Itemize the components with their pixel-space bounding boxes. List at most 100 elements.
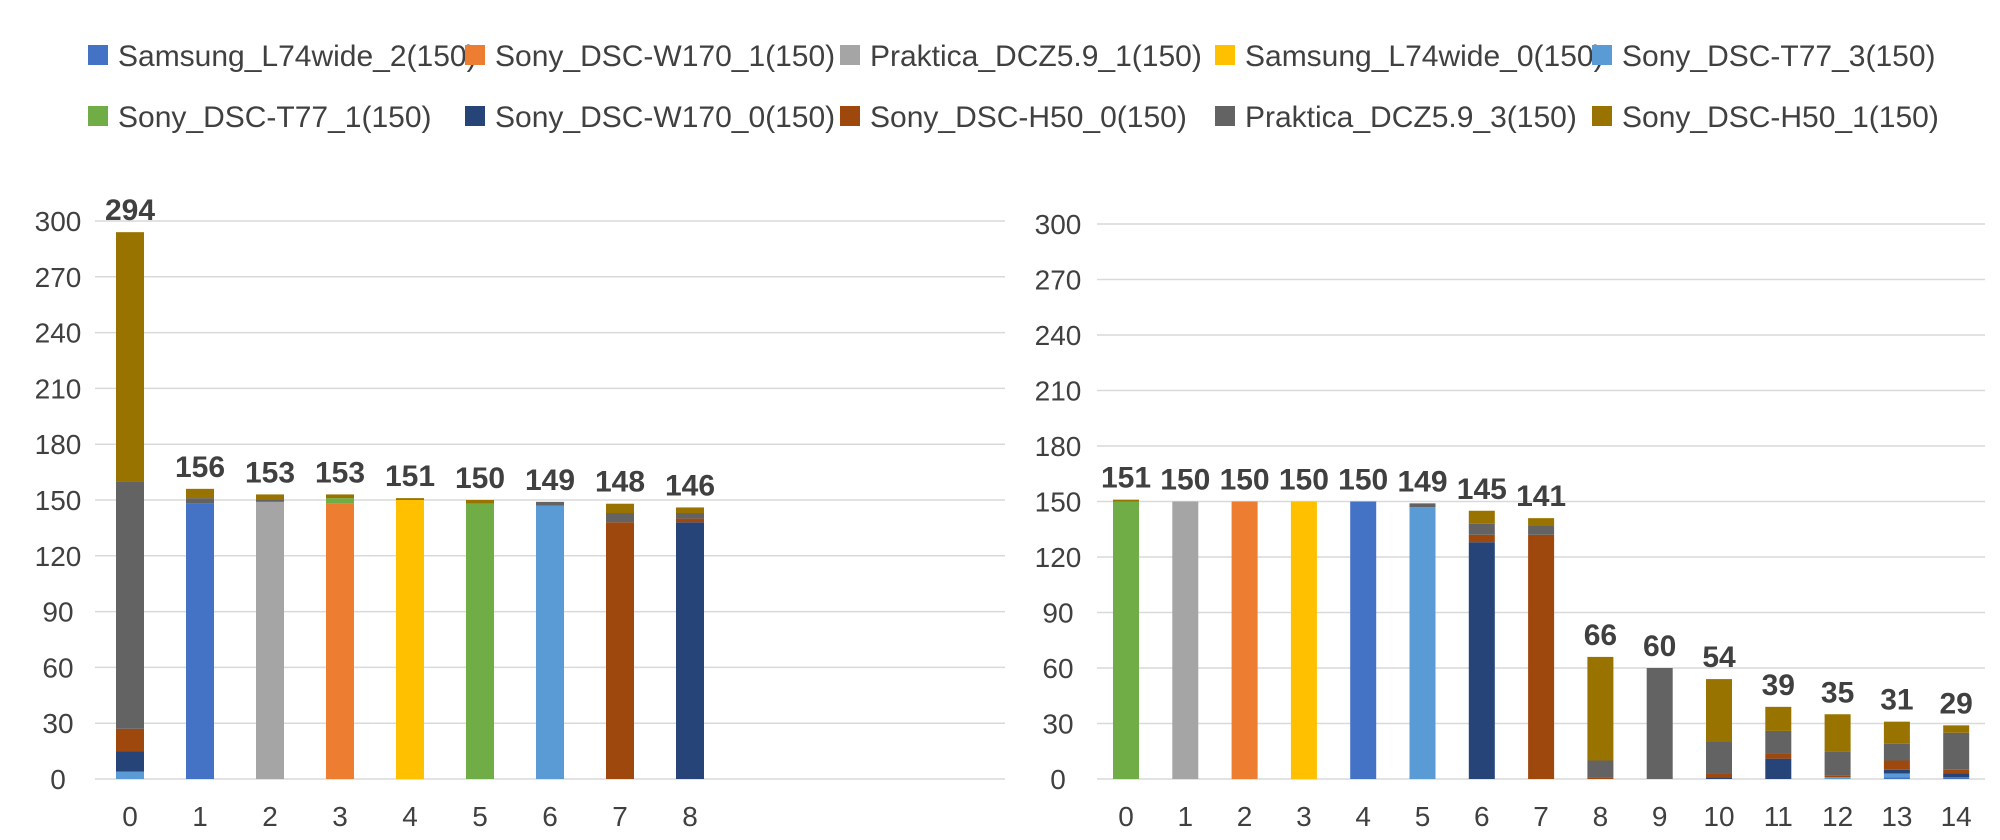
y-tick-label: 270: [1035, 265, 1082, 296]
legend-item-praktica-dcz5-9-3-150: Praktica_DCZ5.9_3(150): [1215, 101, 1577, 134]
bar-total-label-3: 153: [315, 456, 365, 489]
bar-segment-sony-dsc-h50-0-150-cat-7: [1528, 534, 1555, 779]
bar-segment-sony-dsc-t77-3-150-cat-6: [536, 505, 564, 779]
legend-label: Praktica_DCZ5.9_1(150): [870, 40, 1202, 73]
y-tick-label: 150: [1035, 487, 1082, 518]
bar-segment-sony-dsc-h50-1-150-cat-8: [1587, 656, 1614, 761]
legend-swatch: [1592, 106, 1612, 126]
x-tick-label: 4: [1355, 801, 1371, 832]
bar-segment-sony-dsc-w170-0-150-cat-10: [1706, 777, 1732, 779]
legend-swatch: [840, 106, 860, 126]
bar-segment-sony-dsc-h50-1-150-cat-5: [466, 500, 494, 504]
bar-segment-sony-dsc-w170-1-150-cat-3: [326, 503, 354, 779]
legend-label: Sony_DSC-T77_1(150): [118, 101, 432, 134]
y-tick-label: 150: [35, 485, 82, 516]
bar-segment-praktica-dcz5-9-3-150-cat-9: [1646, 668, 1673, 779]
x-tick-label: 11: [1764, 801, 1793, 832]
bar-segment-sony-dsc-h50-1-150-cat-7: [1528, 518, 1555, 526]
bar-segment-praktica-dcz5-9-3-150-cat-10: [1706, 742, 1732, 774]
legend-label: Sony_DSC-T77_3(150): [1622, 40, 1936, 73]
x-tick-label: 10: [1703, 801, 1734, 832]
legend-swatch: [465, 106, 485, 126]
bar-total-label-2: 153: [245, 456, 295, 489]
bar-segment-sony-dsc-h50-0-150-cat-8: [676, 518, 704, 523]
x-tick-label: 14: [1941, 801, 1972, 832]
legend-swatch: [1215, 45, 1235, 65]
legend-swatch: [88, 106, 108, 126]
bar-segment-sony-dsc-h50-1-150-cat-8: [676, 507, 704, 514]
bar-total-label-5: 149: [1397, 465, 1447, 498]
bar-segment-praktica-dcz5-9-3-150-cat-13: [1883, 743, 1910, 761]
bar-segment-praktica-dcz5-9-3-150-cat-6: [536, 501, 564, 506]
bar-total-label-10: 54: [1702, 641, 1736, 674]
legend-item-samsung-l74wide-0-150: Samsung_L74wide_0(150): [1215, 40, 1604, 73]
x-tick-label: 5: [472, 801, 488, 832]
right-chart: 0306090120150180210240270300151015011502…: [1035, 209, 1985, 832]
legend-item-praktica-dcz5-9-1-150: Praktica_DCZ5.9_1(150): [840, 40, 1202, 73]
y-tick-label: 30: [1042, 709, 1073, 740]
legend-item-sony-dsc-t77-1-150: Sony_DSC-T77_1(150): [88, 101, 432, 134]
x-tick-label: 9: [1652, 801, 1668, 832]
bar-segment-sony-dsc-h50-1-150-cat-1: [186, 488, 214, 499]
bar-total-label-12: 35: [1821, 676, 1854, 709]
bar-segment-praktica-dcz5-9-3-150-cat-1: [186, 498, 214, 504]
bar-total-label-6: 149: [525, 464, 575, 497]
bar-total-label-14: 29: [1940, 687, 1973, 720]
bar-total-label-6: 145: [1457, 473, 1507, 506]
bar-segment-praktica-dcz5-9-3-150-cat-7: [606, 513, 634, 523]
bar-segment-sony-dsc-t77-1-150-cat-5: [466, 503, 494, 779]
x-tick-label: 3: [1296, 801, 1312, 832]
legend-swatch: [1215, 106, 1235, 126]
legend-label: Samsung_L74wide_2(150): [118, 40, 477, 73]
legend-item-samsung-l74wide-2-150: Samsung_L74wide_2(150): [88, 40, 477, 73]
x-tick-label: 5: [1415, 801, 1431, 832]
bar-segment-sony-dsc-h50-0-150-cat-8: [1587, 777, 1614, 779]
y-tick-label: 30: [42, 708, 73, 739]
y-tick-label: 270: [35, 262, 82, 293]
bar-segment-sony-dsc-h50-1-150-cat-11: [1765, 706, 1792, 731]
x-tick-label: 13: [1881, 801, 1912, 832]
bar-segment-praktica-dcz5-9-3-150-cat-14: [1943, 732, 1970, 770]
y-tick-label: 0: [50, 764, 66, 795]
bar-segment-praktica-dcz5-9-3-150-cat-12: [1824, 751, 1851, 776]
bar-segment-praktica-dcz5-9-3-150-cat-8: [676, 513, 704, 519]
bar-segment-sony-dsc-h50-1-150-cat-12: [1824, 714, 1851, 752]
bar-total-label-8: 146: [665, 469, 715, 502]
bar-segment-samsung-l74wide-2-150-cat-13: [1883, 777, 1910, 779]
legend-item-sony-dsc-h50-1-150: Sony_DSC-H50_1(150): [1592, 101, 1939, 134]
x-tick-label: 8: [1593, 801, 1609, 832]
bar-segment-sony-dsc-w170-0-150-cat-11: [1765, 758, 1792, 779]
bar-segment-sony-dsc-w170-0-150-cat-8: [676, 522, 704, 779]
legend-swatch: [465, 45, 485, 65]
bar-segment-sony-dsc-t77-3-150-cat-5: [1409, 507, 1436, 779]
y-tick-label: 210: [35, 373, 82, 404]
x-tick-label: 1: [192, 801, 208, 832]
bar-segment-sony-dsc-h50-1-150-cat-6: [1468, 510, 1495, 524]
bar-segment-samsung-l74wide-2-150-cat-1: [186, 503, 214, 779]
legend-label: Sony_DSC-H50_0(150): [870, 101, 1187, 134]
legend-item-sony-dsc-h50-0-150: Sony_DSC-H50_0(150): [840, 101, 1187, 134]
bar-segment-sony-dsc-h50-0-150-cat-6: [1468, 534, 1495, 543]
y-tick-label: 0: [1050, 764, 1066, 795]
y-tick-label: 210: [1035, 376, 1082, 407]
x-tick-label: 6: [542, 801, 558, 832]
legend-label: Samsung_L74wide_0(150): [1245, 40, 1604, 73]
x-tick-label: 6: [1474, 801, 1490, 832]
bar-total-label-7: 148: [595, 466, 645, 499]
y-tick-label: 300: [35, 206, 82, 237]
x-tick-label: 7: [612, 801, 628, 832]
bar-total-label-8: 66: [1584, 619, 1617, 652]
bar-segment-sony-dsc-h50-0-150-cat-10: [1706, 773, 1732, 778]
legend-swatch: [840, 45, 860, 65]
bar-segment-samsung-l74wide-0-150-cat-3: [1290, 501, 1317, 779]
bar-segment-praktica-dcz5-9-3-150-cat-11: [1765, 730, 1792, 754]
bar-segment-sony-dsc-h50-1-150-cat-14: [1943, 725, 1970, 733]
bar-segment-sony-dsc-t77-1-150-cat-3: [326, 498, 354, 504]
bar-segment-sony-dsc-w170-0-150-cat-6: [1468, 542, 1495, 779]
bar-segment-sony-dsc-h50-1-150-cat-0: [1113, 499, 1139, 502]
bar-segment-sony-dsc-h50-0-150-cat-14: [1943, 769, 1970, 774]
bar-total-label-0: 151: [1101, 462, 1151, 495]
bar-segment-sony-dsc-w170-0-150-cat-13: [1883, 769, 1910, 774]
x-tick-label: 1: [1178, 801, 1194, 832]
bar-segment-sony-dsc-t77-3-150-cat-0: [116, 771, 144, 779]
